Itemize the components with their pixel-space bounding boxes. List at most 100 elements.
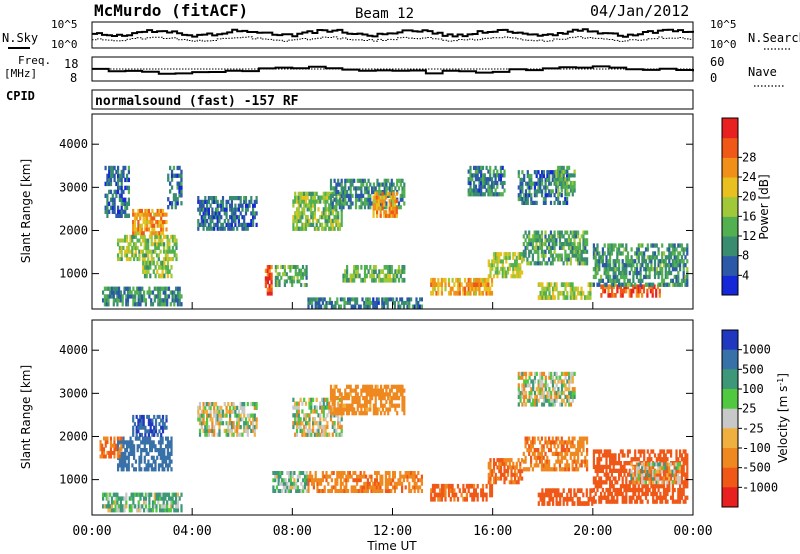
data-cell [521,177,524,182]
data-cell [371,273,374,279]
data-cell [632,270,635,276]
data-cell [325,304,328,309]
data-cell [553,398,556,403]
data-cell [160,286,163,291]
data-cell [135,302,139,307]
data-cell [339,471,342,475]
data-cell [237,196,240,201]
data-cell [309,474,312,479]
data-cell [104,205,107,210]
data-cell [379,195,382,200]
data-cell [387,269,390,274]
data-cell [377,485,380,490]
data-cell [571,249,574,254]
data-cell [173,238,176,243]
data-cell [120,177,123,183]
data-cell [209,409,212,414]
data-cell [310,203,313,208]
data-cell [523,387,526,392]
data-cell [519,274,522,279]
data-cell [566,394,569,399]
data-cell [586,459,589,464]
data-cell [322,401,325,406]
data-cell [108,165,111,171]
data-cell [274,265,277,269]
data-cell [381,474,384,479]
data-cell [609,259,612,264]
data-cell [142,269,145,274]
data-cell [449,483,452,489]
data-cell [566,177,569,182]
data-cell [118,459,121,464]
data-cell [211,432,214,437]
data-cell [618,278,621,283]
data-cell [505,274,508,279]
data-cell [360,201,363,206]
data-cell [356,392,359,397]
data-cell [338,205,341,210]
data-cell [120,463,123,468]
data-cell [381,396,384,401]
data-cell [141,298,144,303]
data-cell [117,209,120,214]
data-cell [392,213,395,218]
data-cell [387,392,390,397]
data-cell [252,425,255,430]
data-cell [394,269,397,274]
data-cell [176,173,179,178]
data-cell [99,454,102,459]
data-cell [526,193,529,198]
y-tick-label: 2000 [59,223,88,237]
data-cell [492,458,496,463]
data-cell [649,288,652,294]
data-cell [490,488,494,493]
data-cell [129,440,132,445]
data-cell [213,215,216,220]
data-cell [623,263,626,268]
data-cell [147,463,150,468]
data-cell [105,496,108,501]
data-cell [289,481,292,486]
data-cell [358,186,361,191]
data-cell [292,222,295,227]
data-cell [560,193,563,198]
data-cell [113,209,116,214]
data-cell [225,428,228,433]
data-cell [125,253,129,258]
data-cell [348,474,351,479]
data-cell [496,458,499,463]
data-cell [571,245,574,250]
data-cell [329,205,333,210]
data-cell [401,489,404,493]
data-cell [166,257,169,262]
data-cell [481,184,485,189]
data-cell [164,253,167,258]
data-cell [646,274,649,280]
data-cell [335,211,338,216]
data-cell [569,242,572,247]
data-cell [662,251,666,256]
data-cell [483,173,486,178]
data-cell [311,297,314,302]
data-cell [571,173,574,178]
data-cell [120,249,123,254]
data-cell [396,178,399,183]
data-cell [282,265,285,269]
data-cell [336,478,339,483]
data-cell [566,463,569,468]
data-cell [549,245,552,250]
data-cell [668,259,671,264]
data-cell [374,186,377,191]
data-cell [246,222,249,227]
data-cell [239,196,242,201]
data-cell [562,290,565,296]
data-cell [571,230,574,235]
data-cell [246,203,249,208]
data-cell [553,282,556,287]
data-cell [126,205,129,210]
data-cell [566,459,569,464]
data-cell [147,257,150,262]
data-cell [117,467,120,472]
data-cell [329,388,333,393]
data-cell [533,390,537,396]
